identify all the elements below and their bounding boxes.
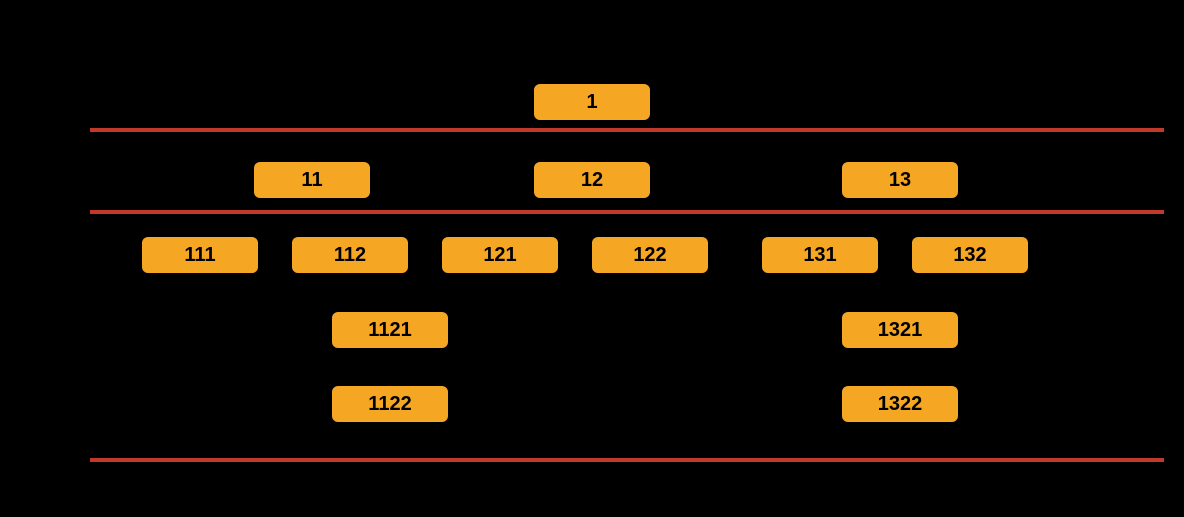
- node-label: 111: [184, 244, 215, 267]
- edge: [900, 200, 970, 235]
- node-n1321: 1321: [840, 310, 960, 350]
- diagram-stage: 1111213111112121122131132112111221321132…: [0, 0, 1184, 517]
- node-label: 131: [803, 244, 836, 267]
- edge: [312, 200, 350, 235]
- node-n111: 111: [140, 235, 260, 275]
- node-label: 1122: [368, 393, 411, 416]
- node-n131: 131: [760, 235, 880, 275]
- hline-3: [90, 458, 1164, 462]
- node-n13: 13: [840, 160, 960, 200]
- node-n112: 112: [290, 235, 410, 275]
- node-label: 1121: [368, 319, 411, 342]
- edge: [820, 275, 840, 404]
- node-n132: 132: [910, 235, 1030, 275]
- node-n121: 121: [440, 235, 560, 275]
- edge: [820, 275, 840, 330]
- hline-2: [90, 210, 1164, 214]
- node-label: 13: [889, 169, 911, 192]
- node-n1122: 1122: [330, 384, 450, 424]
- node-label: 122: [633, 244, 666, 267]
- node-n1: 1: [532, 82, 652, 122]
- node-label: 12: [581, 169, 603, 192]
- node-n12: 12: [532, 160, 652, 200]
- node-n122: 122: [590, 235, 710, 275]
- hline-1: [90, 128, 1164, 132]
- node-n11: 11: [252, 160, 372, 200]
- edge: [200, 200, 312, 235]
- edge: [820, 200, 900, 235]
- edge: [592, 200, 650, 235]
- node-label: 112: [334, 244, 366, 267]
- node-label: 11: [301, 169, 322, 192]
- node-label: 132: [953, 244, 986, 267]
- node-label: 1: [586, 91, 597, 114]
- node-label: 121: [483, 244, 516, 267]
- node-label: 1321: [878, 319, 923, 342]
- node-n1121: 1121: [330, 310, 450, 350]
- node-n1322: 1322: [840, 384, 960, 424]
- edge: [500, 200, 592, 235]
- node-label: 1322: [878, 393, 923, 416]
